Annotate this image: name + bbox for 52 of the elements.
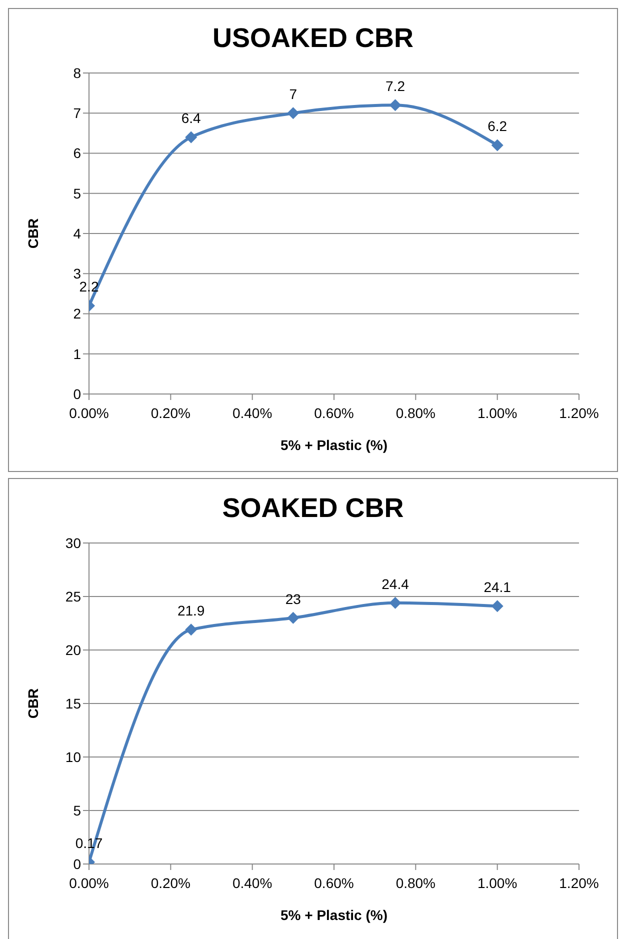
point xyxy=(389,596,402,609)
x-axis-title: 5% + Plastic (%) xyxy=(280,437,388,453)
y-tick-label: 10 xyxy=(65,748,82,765)
y-tick-label: 2 xyxy=(73,306,82,322)
x-tick-label: 1.00% xyxy=(477,874,518,891)
point xyxy=(185,131,198,144)
x-tick-label: 0.40% xyxy=(232,404,272,421)
y-tick-label: 20 xyxy=(65,642,82,658)
chart-title: SOAKED CBR xyxy=(221,493,405,525)
y-axis-title: CBR xyxy=(24,218,41,249)
data-label: 24.4 xyxy=(382,576,410,592)
y-tick-label: 25 xyxy=(65,588,82,604)
y-tick-label: 1 xyxy=(73,346,82,362)
data-label: 23 xyxy=(285,590,302,607)
x-axis-title: 5% + Plastic (%) xyxy=(280,907,388,923)
y-tick-label: 4 xyxy=(73,225,82,242)
y-tick-label: 6 xyxy=(73,145,82,162)
x-tick-label: 0.60% xyxy=(314,404,354,421)
x-tick-label: 1.20% xyxy=(559,874,599,891)
data-label: 7 xyxy=(289,86,298,102)
x-tick-label: 0.20% xyxy=(150,874,191,891)
x-tick-label: 0.80% xyxy=(396,874,436,891)
point xyxy=(491,600,504,612)
y-tick-label: 3 xyxy=(73,266,82,282)
x-tick-label: 0.40% xyxy=(232,874,272,891)
y-tick-label: 8 xyxy=(73,64,82,81)
data-label: 7.2 xyxy=(386,78,406,94)
y-tick-label: 5 xyxy=(73,185,82,202)
y-tick-label: 0 xyxy=(73,856,82,872)
x-tick-label: 0.00% xyxy=(69,874,109,891)
y-axis-title: CBR xyxy=(24,688,41,719)
y-tick-label: 30 xyxy=(65,534,82,551)
x-tick-label: 1.00% xyxy=(477,404,518,421)
point xyxy=(287,612,300,624)
x-tick-label: 0.00% xyxy=(69,404,109,421)
data-label: 24.1 xyxy=(484,579,512,596)
point xyxy=(389,99,402,112)
point xyxy=(185,624,198,636)
data-label: 6.4 xyxy=(181,110,202,126)
x-tick-label: 0.20% xyxy=(150,404,191,421)
chart-title: USOAKED CBR xyxy=(211,23,414,55)
data-label: 21.9 xyxy=(177,602,205,619)
y-tick-label: 7 xyxy=(73,105,82,122)
point xyxy=(491,139,504,152)
data-label: 6.2 xyxy=(488,118,508,134)
x-tick-label: 1.20% xyxy=(559,404,599,421)
x-tick-label: 0.80% xyxy=(396,404,436,421)
y-tick-label: 5 xyxy=(73,802,82,818)
x-tick-label: 0.60% xyxy=(314,874,354,891)
point xyxy=(287,107,300,120)
y-tick-label: 15 xyxy=(65,695,82,712)
y-tick-label: 0 xyxy=(73,386,82,402)
